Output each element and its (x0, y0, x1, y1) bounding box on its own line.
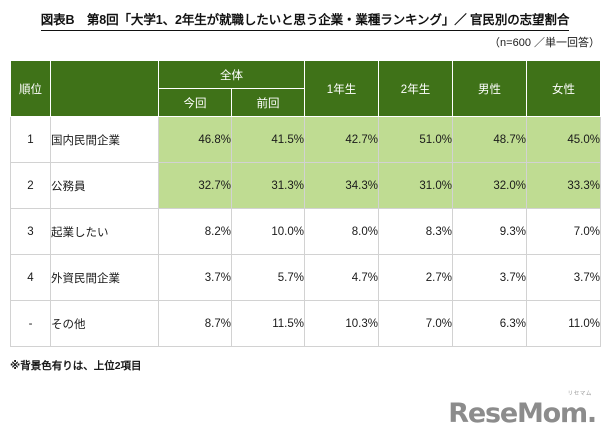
resemom-logo: ReseMom. リセマム (448, 391, 597, 429)
cell-male: 32.0% (452, 162, 527, 209)
cell-total-current: 32.7% (158, 162, 232, 209)
cell-item-label: 公務員 (50, 162, 159, 209)
column-header-total-previous: 前回 (231, 88, 305, 117)
cell-item-label: 外資民間企業 (50, 254, 159, 301)
column-header-female: 女性 (526, 60, 601, 117)
page-title-text: 図表B 第8回「大学1、2年生が就職したいと思う企業・業種ランキング」／ 官民別… (40, 9, 569, 31)
cell-total-current: 46.8% (158, 116, 232, 163)
cell-year2: 7.0% (378, 300, 453, 347)
cell-year1: 8.0% (304, 208, 379, 255)
cell-total-previous: 11.5% (231, 300, 305, 347)
table-header-row-1: 順位 全体 1年生 2年生 男性 女性 (10, 60, 601, 117)
cell-female: 45.0% (526, 116, 601, 163)
table-row: - その他 8.7% 11.5% 10.3% 7.0% 6.3% 11.0% (10, 300, 601, 347)
cell-total-previous: 31.3% (231, 162, 305, 209)
column-header-item (50, 60, 159, 117)
ranking-table: 順位 全体 1年生 2年生 男性 女性 今回 前回 1 国内民間企業 46.8%… (10, 60, 601, 347)
table-row: 2 公務員 32.7% 31.3% 34.3% 31.0% 32.0% 33.3… (10, 162, 601, 209)
cell-total-current: 3.7% (158, 254, 232, 301)
table-body: 1 国内民間企業 46.8% 41.5% 42.7% 51.0% 48.7% 4… (10, 116, 601, 347)
column-header-rank: 順位 (10, 60, 51, 117)
cell-total-current: 8.2% (158, 208, 232, 255)
cell-male: 48.7% (452, 116, 527, 163)
cell-item-label: 起業したい (50, 208, 159, 255)
column-header-total-current: 今回 (158, 88, 232, 117)
cell-female: 7.0% (526, 208, 601, 255)
logo-text: ReseMom. (448, 398, 597, 429)
table-header: 順位 全体 1年生 2年生 男性 女性 今回 前回 (10, 60, 601, 117)
cell-year1: 4.7% (304, 254, 379, 301)
cell-total-previous: 5.7% (231, 254, 305, 301)
cell-year1: 34.3% (304, 162, 379, 209)
table-row: 3 起業したい 8.2% 10.0% 8.0% 8.3% 9.3% 7.0% (10, 208, 601, 255)
cell-item-label: 国内民間企業 (50, 116, 159, 163)
ranking-table-container: 順位 全体 1年生 2年生 男性 女性 今回 前回 1 国内民間企業 46.8%… (10, 60, 601, 347)
column-header-year1: 1年生 (304, 60, 379, 117)
column-header-male: 男性 (452, 60, 527, 117)
sample-size-note: （n=600 ／単一回答） (489, 37, 600, 49)
cell-year1: 42.7% (304, 116, 379, 163)
cell-rank: - (10, 300, 51, 347)
cell-year2: 8.3% (378, 208, 453, 255)
cell-year2: 51.0% (378, 116, 453, 163)
table-row: 4 外資民間企業 3.7% 5.7% 4.7% 2.7% 3.7% 3.7% (10, 254, 601, 301)
cell-total-previous: 41.5% (231, 116, 305, 163)
cell-female: 11.0% (526, 300, 601, 347)
cell-rank: 1 (10, 116, 51, 163)
cell-rank: 2 (10, 162, 51, 209)
cell-male: 9.3% (452, 208, 527, 255)
cell-rank: 4 (10, 254, 51, 301)
column-header-year2: 2年生 (378, 60, 453, 117)
table-header-row-2: 今回 前回 (11, 88, 601, 117)
cell-male: 3.7% (452, 254, 527, 301)
cell-item-label: その他 (50, 300, 159, 347)
cell-total-current: 8.7% (158, 300, 232, 347)
cell-total-previous: 10.0% (231, 208, 305, 255)
cell-female: 3.7% (526, 254, 601, 301)
cell-year1: 10.3% (304, 300, 379, 347)
cell-year2: 2.7% (378, 254, 453, 301)
logo-furigana: リセマム (567, 391, 592, 397)
cell-rank: 3 (10, 208, 51, 255)
column-header-total-group: 全体 (158, 60, 305, 89)
cell-year2: 31.0% (378, 162, 453, 209)
footnote: ※背景色有りは、上位2項目 (10, 360, 142, 372)
table-row: 1 国内民間企業 46.8% 41.5% 42.7% 51.0% 48.7% 4… (10, 116, 601, 163)
cell-male: 6.3% (452, 300, 527, 347)
logo-wordmark: ReseMom. リセマム (448, 391, 597, 429)
page-title: 図表B 第8回「大学1、2年生が就職したいと思う企業・業種ランキング」／ 官民別… (0, 9, 610, 31)
cell-female: 33.3% (526, 162, 601, 209)
